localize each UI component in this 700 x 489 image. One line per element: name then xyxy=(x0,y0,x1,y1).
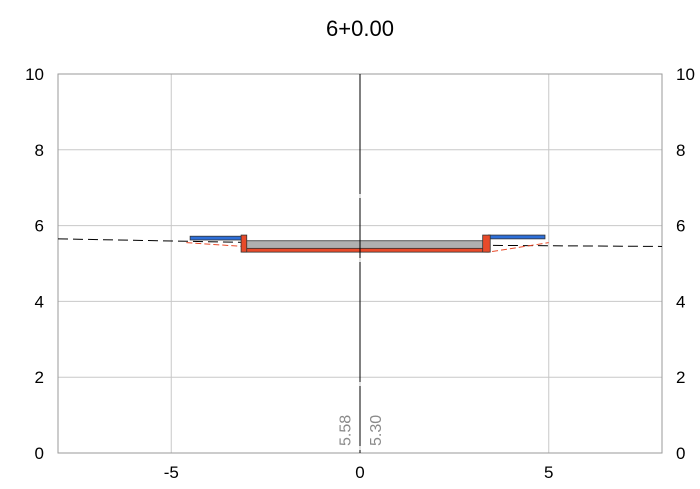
left-curb xyxy=(240,234,248,253)
y-tick-label-left: 0 xyxy=(35,444,44,463)
elevation-label: 5.58 xyxy=(338,415,355,446)
section-geometry xyxy=(57,234,663,253)
x-axis: -5 0 5 xyxy=(164,463,554,482)
y-tick-label-left: 4 xyxy=(35,292,44,311)
y-tick-label-right: 10 xyxy=(676,65,695,84)
y-axis-right: 0 2 4 6 8 10 xyxy=(676,65,695,463)
elevation-label: 5.30 xyxy=(368,415,385,446)
chart-title: 6+0.00 xyxy=(326,16,394,41)
y-tick-label-left: 6 xyxy=(35,217,44,236)
x-tick-label: -5 xyxy=(164,463,179,482)
right-curb xyxy=(482,234,491,253)
y-tick-label-left: 10 xyxy=(25,65,44,84)
x-tick-label: 0 xyxy=(355,463,364,482)
y-tick-label-right: 6 xyxy=(676,217,685,236)
y-tick-label-right: 4 xyxy=(676,292,685,311)
right-sidewalk xyxy=(487,234,546,240)
y-tick-label-right: 2 xyxy=(676,368,685,387)
y-axis-left: 0 2 4 6 8 10 xyxy=(25,65,44,463)
y-tick-label-right: 8 xyxy=(676,141,685,160)
y-tick-label-left: 2 xyxy=(35,368,44,387)
left-sidewalk xyxy=(189,235,244,241)
subgrade xyxy=(242,247,489,253)
y-tick-label-left: 8 xyxy=(35,141,44,160)
y-tick-label-right: 0 xyxy=(676,444,685,463)
elevation-labels: 5.58 5.30 xyxy=(338,415,385,446)
x-tick-label: 5 xyxy=(544,463,553,482)
